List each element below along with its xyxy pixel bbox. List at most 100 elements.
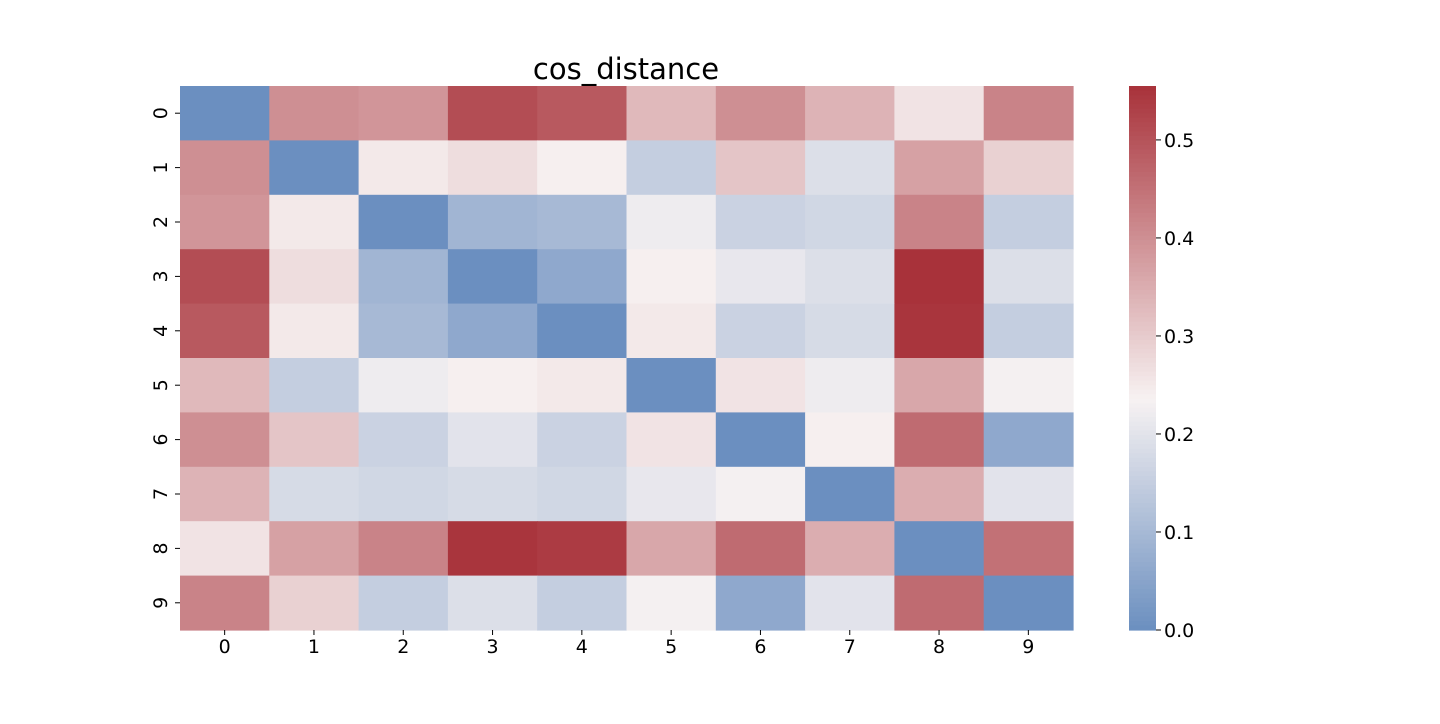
colorbar-segment — [1129, 190, 1156, 195]
colorbar-segment — [1129, 589, 1156, 594]
y-tick-label-8: 8 — [150, 542, 172, 554]
colorbar-segment — [1129, 607, 1156, 612]
heatmap-cell-9-3 — [448, 576, 538, 631]
colorbar-segment — [1129, 526, 1156, 531]
heatmap-cell-6-1 — [269, 412, 359, 467]
heatmap-cell-3-6 — [716, 249, 806, 304]
heatmap-cell-0-1 — [269, 86, 359, 141]
heatmap-cell-8-4 — [537, 521, 627, 576]
colorbar-segment — [1129, 263, 1156, 268]
heatmap-cell-9-4 — [537, 576, 627, 631]
heatmap-cell-8-0 — [180, 521, 270, 576]
heatmap-cell-5-7 — [805, 358, 895, 413]
heatmap-cell-1-2 — [359, 140, 449, 195]
colorbar-segment — [1129, 104, 1156, 109]
heatmap-cell-4-4 — [537, 304, 627, 359]
heatmap-cell-0-7 — [805, 86, 895, 141]
heatmap-cell-6-6 — [716, 412, 806, 467]
y-tick-label-1: 1 — [150, 162, 172, 174]
colorbar-segment — [1129, 530, 1156, 535]
colorbar-segment — [1129, 535, 1156, 540]
colorbar-segment — [1129, 204, 1156, 209]
colorbar-segment — [1129, 553, 1156, 558]
heatmap-cell-6-0 — [180, 412, 270, 467]
colorbar-segment — [1129, 385, 1156, 390]
x-tick-label-3: 3 — [487, 636, 499, 658]
heatmap-cell-4-6 — [716, 304, 806, 359]
colorbar-segment — [1129, 480, 1156, 485]
heatmap-cell-7-0 — [180, 467, 270, 522]
heatmap-cell-1-3 — [448, 140, 538, 195]
heatmap-cell-4-0 — [180, 304, 270, 359]
colorbar-segment — [1129, 168, 1156, 173]
heatmap-cell-2-8 — [894, 195, 984, 250]
colorbar-segment — [1129, 621, 1156, 626]
y-tick-label-3: 3 — [150, 270, 172, 282]
heatmap-cell-8-8 — [894, 521, 984, 576]
heatmap-cell-7-2 — [359, 467, 449, 522]
colorbar-segment — [1129, 149, 1156, 154]
colorbar-segment — [1129, 267, 1156, 272]
heatmap-cell-7-5 — [627, 467, 717, 522]
colorbar-segment — [1129, 195, 1156, 200]
colorbar-segment — [1129, 499, 1156, 504]
colorbar-segment — [1129, 449, 1156, 454]
colorbar-tick-label-5: 0.5 — [1164, 130, 1194, 152]
colorbar-segment — [1129, 118, 1156, 123]
x-tick-label-0: 0 — [219, 636, 231, 658]
colorbar-segment — [1129, 236, 1156, 241]
colorbar-tick-label-4: 0.4 — [1164, 228, 1194, 250]
heatmap-cell-1-7 — [805, 140, 895, 195]
colorbar-segment — [1129, 208, 1156, 213]
heatmap-cell-8-5 — [627, 521, 717, 576]
colorbar-segment — [1129, 544, 1156, 549]
colorbar-segment — [1129, 580, 1156, 585]
colorbar-segment — [1129, 426, 1156, 431]
colorbar-segment — [1129, 140, 1156, 145]
heatmap-cell-0-8 — [894, 86, 984, 141]
heatmap-cell-5-2 — [359, 358, 449, 413]
colorbar-segment — [1129, 113, 1156, 118]
colorbar-segment — [1129, 444, 1156, 449]
colorbar-segment — [1129, 245, 1156, 250]
colorbar-segment — [1129, 462, 1156, 467]
colorbar-segment — [1129, 186, 1156, 191]
heatmap-cell-8-1 — [269, 521, 359, 576]
heatmap-cell-2-2 — [359, 195, 449, 250]
colorbar-segment — [1129, 100, 1156, 105]
colorbar-segment — [1129, 136, 1156, 141]
heatmap-cell-9-6 — [716, 576, 806, 631]
heatmap-cell-7-3 — [448, 467, 538, 522]
colorbar-segment — [1129, 431, 1156, 436]
colorbar-segment — [1129, 290, 1156, 295]
colorbar-segment — [1129, 421, 1156, 426]
heatmap-cell-7-6 — [716, 467, 806, 522]
colorbar-segment — [1129, 585, 1156, 590]
heatmap-cell-5-5 — [627, 358, 717, 413]
heatmap-cell-7-1 — [269, 467, 359, 522]
heatmap-cell-9-5 — [627, 576, 717, 631]
colorbar-segment — [1129, 562, 1156, 567]
heatmap-cell-8-7 — [805, 521, 895, 576]
colorbar-segment — [1129, 494, 1156, 499]
y-tick-label-2: 2 — [150, 216, 172, 228]
colorbar-segment — [1129, 240, 1156, 245]
heatmap-cell-2-4 — [537, 195, 627, 250]
x-tick-label-7: 7 — [844, 636, 856, 658]
colorbar-segment — [1129, 163, 1156, 168]
colorbar-segment — [1129, 440, 1156, 445]
y-axis-ticks: 0 1 2 3 4 5 6 7 8 9 — [150, 107, 180, 609]
colorbar-segment — [1129, 625, 1156, 630]
colorbar-segment — [1129, 612, 1156, 617]
colorbar-segment — [1129, 576, 1156, 581]
heatmap-cell-8-2 — [359, 521, 449, 576]
colorbar-segment — [1129, 381, 1156, 386]
heatmap-cell-4-1 — [269, 304, 359, 359]
colorbar-segment — [1129, 390, 1156, 395]
heatmap-cell-1-5 — [627, 140, 717, 195]
colorbar-segment — [1129, 476, 1156, 481]
colorbar-segment — [1129, 222, 1156, 227]
colorbar-segment — [1129, 159, 1156, 164]
colorbar-segment — [1129, 299, 1156, 304]
